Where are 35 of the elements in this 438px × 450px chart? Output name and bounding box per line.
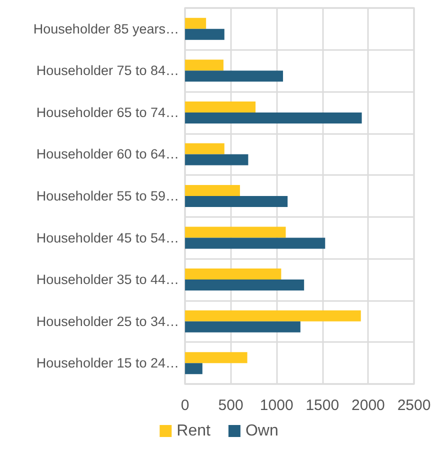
x-tick-label: 1500 [306, 397, 340, 414]
bar [185, 154, 248, 166]
x-tick-label: 0 [180, 397, 190, 414]
bar [185, 310, 361, 322]
y-tick-label: Householder 85 years… [33, 21, 179, 36]
x-tick-label: 2000 [352, 397, 385, 414]
bar [185, 321, 300, 332]
bar [185, 143, 224, 154]
y-tick-label: Householder 55 to 59… [36, 188, 179, 204]
bar [185, 70, 284, 82]
bar [185, 238, 326, 249]
bar [185, 363, 202, 374]
y-tick-label: Householder 35 to 44… [36, 272, 179, 288]
bar [185, 101, 256, 112]
x-tick-label: 2500 [397, 397, 431, 414]
bar [185, 226, 286, 238]
bar [185, 185, 240, 196]
y-tick-label: Householder 15 to 24… [36, 356, 179, 371]
y-tick-label: Householder 60 to 64… [36, 146, 179, 162]
legend-label: Rent [176, 422, 212, 440]
bar [185, 60, 224, 71]
y-tick-label: Householder 25 to 34… [36, 314, 179, 329]
x-tick-label: 500 [218, 397, 244, 414]
bar [185, 18, 206, 29]
bar [185, 112, 362, 124]
bar [185, 28, 224, 40]
bar [185, 352, 248, 364]
bar [185, 280, 304, 291]
legend-label: Own [245, 422, 278, 440]
y-tick-label: Householder 65 to 74… [36, 104, 179, 120]
x-tick-label: 1000 [260, 397, 294, 414]
bar [185, 268, 282, 280]
y-tick-label: Householder 45 to 54… [36, 230, 179, 246]
bar [185, 196, 288, 207]
y-tick-label: Householder 75 to 84… [36, 63, 179, 78]
